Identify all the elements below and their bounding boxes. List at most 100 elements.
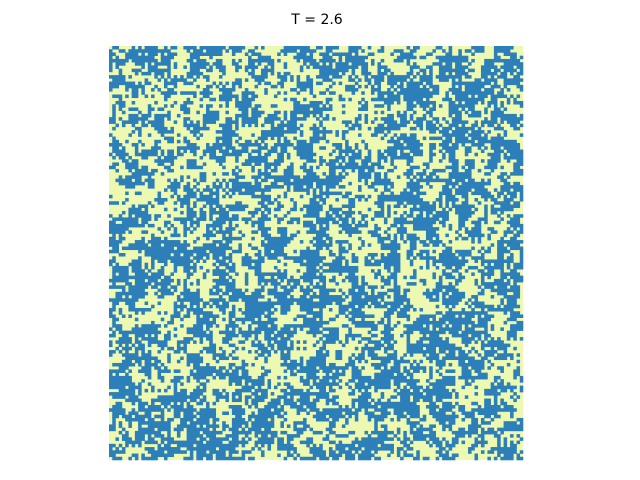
- cell: [387, 269, 391, 273]
- cell: [364, 262, 381, 267]
- cell: [383, 188, 391, 192]
- cell: [180, 382, 184, 386]
- cell: [351, 372, 362, 377]
- cell: [341, 136, 346, 141]
- cell: [193, 152, 197, 157]
- cell: [432, 324, 443, 328]
- cell: [283, 392, 330, 396]
- cell: [222, 424, 229, 428]
- cell: [115, 437, 120, 441]
- cell: [228, 405, 242, 409]
- cell: [468, 450, 472, 454]
- cell: [451, 81, 491, 86]
- cell: [387, 146, 420, 150]
- cell: [374, 223, 378, 228]
- cell: [231, 191, 236, 196]
- cell: [251, 392, 259, 396]
- cell: [151, 385, 155, 390]
- cell: [212, 421, 217, 425]
- cell: [445, 52, 453, 57]
- cell: [225, 333, 239, 338]
- cell: [241, 123, 246, 128]
- cell: [361, 243, 365, 247]
- cell: [451, 168, 459, 173]
- cell: [510, 285, 521, 289]
- cell: [322, 133, 327, 137]
- cell: [484, 146, 488, 150]
- cell: [254, 139, 259, 144]
- cell: [471, 94, 475, 99]
- cell: [484, 133, 488, 137]
- cell: [141, 353, 152, 357]
- cell: [348, 291, 369, 296]
- cell: [125, 350, 129, 354]
- cell: [458, 427, 466, 432]
- cell: [299, 88, 307, 92]
- cell: [183, 81, 194, 86]
- cell: [406, 185, 424, 189]
- cell: [128, 288, 145, 293]
- cell: [286, 333, 294, 338]
- cell: [186, 143, 197, 147]
- cell: [303, 272, 317, 276]
- cell: [464, 324, 469, 328]
- cell: [283, 375, 288, 380]
- cell: [109, 298, 139, 302]
- cell: [173, 327, 178, 331]
- cell: [345, 411, 359, 416]
- cell: [358, 175, 372, 179]
- cell: [267, 201, 275, 205]
- cell: [280, 430, 288, 435]
- cell: [406, 350, 436, 354]
- cell: [251, 133, 255, 137]
- cell: [147, 201, 152, 205]
- cell: [319, 188, 323, 192]
- cell: [290, 340, 294, 344]
- cell: [134, 346, 145, 351]
- cell: [261, 71, 268, 76]
- cell: [290, 113, 297, 118]
- cell: [115, 447, 120, 451]
- cell: [170, 162, 174, 166]
- cell: [163, 333, 171, 338]
- cell: [144, 372, 152, 377]
- cell: [325, 401, 330, 406]
- cell: [306, 259, 323, 264]
- cell: [393, 282, 398, 286]
- cell: [409, 210, 414, 215]
- cell: [396, 392, 424, 396]
- cell: [448, 223, 453, 228]
- cell: [477, 240, 482, 244]
- cell: [283, 168, 294, 173]
- cell: [406, 236, 420, 241]
- cell: [115, 178, 132, 183]
- cell: [254, 123, 259, 128]
- cell: [189, 372, 213, 377]
- cell: [348, 359, 356, 364]
- cell: [322, 327, 339, 331]
- cell: [406, 46, 411, 50]
- cell: [487, 359, 491, 364]
- cell: [319, 443, 323, 448]
- cell: [425, 356, 440, 361]
- cell: [180, 210, 184, 215]
- cell: [387, 214, 391, 218]
- cell: [461, 340, 472, 344]
- cell: [254, 327, 278, 331]
- cell: [134, 191, 142, 196]
- cell: [506, 149, 524, 154]
- cell: [303, 113, 310, 118]
- cell: [335, 443, 356, 448]
- cell: [244, 304, 275, 309]
- cell: [254, 253, 262, 257]
- cell: [325, 337, 339, 341]
- cell: [400, 191, 414, 196]
- cell: [244, 278, 249, 283]
- cell: [468, 178, 475, 183]
- cell: [251, 421, 275, 425]
- cell: [328, 450, 336, 454]
- cell: [121, 353, 139, 357]
- cell: [248, 49, 255, 53]
- cell: [254, 417, 268, 422]
- cell: [435, 369, 440, 373]
